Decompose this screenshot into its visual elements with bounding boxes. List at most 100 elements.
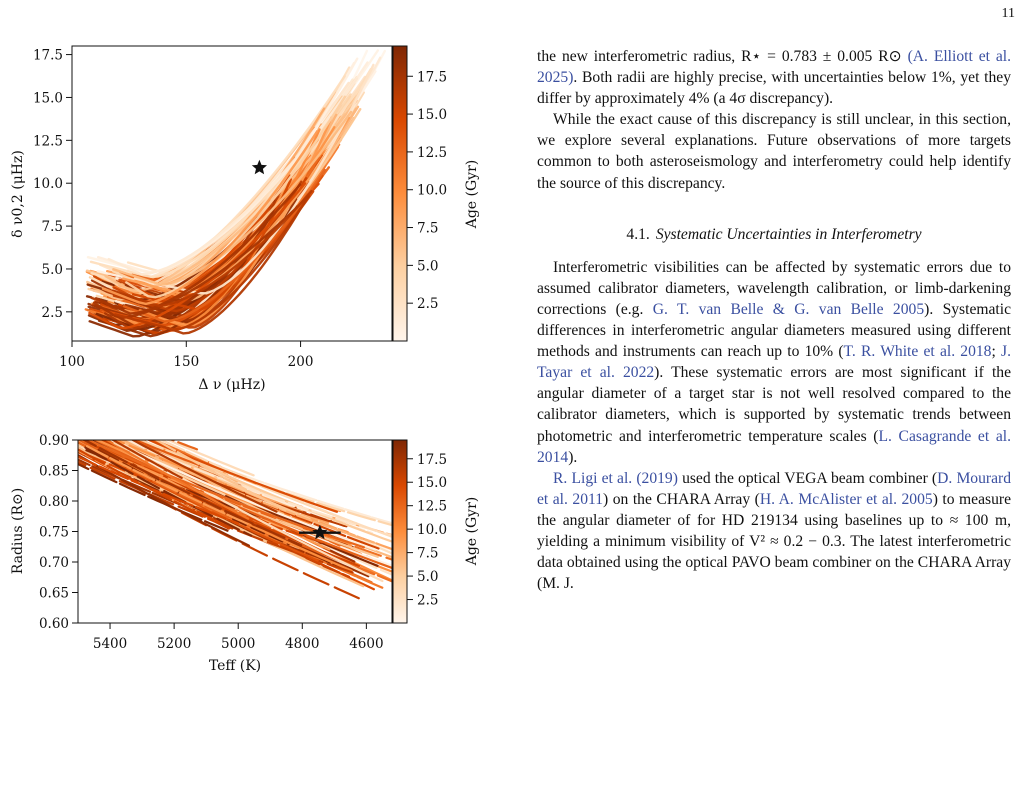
top-colorbar-ticks: 2.5 5.0 7.5 10.0 12.5 15.0 17.5 xyxy=(407,69,447,312)
y-tick-label: 2.5 xyxy=(42,305,63,321)
top-colorbar-label: Age (Gyr) xyxy=(464,160,480,230)
citation-link[interactable]: J. Tayar et al. 2022 xyxy=(537,343,1011,382)
x-tick-label: 5200 xyxy=(157,636,191,652)
track-curve xyxy=(154,440,287,512)
colorbar-tick-label: 12.5 xyxy=(417,499,447,515)
bottom-colorbar xyxy=(392,439,408,624)
paragraph-systematics: Interferometric visibilities can be affe… xyxy=(537,257,1011,468)
text-run: ). xyxy=(568,448,578,466)
x-tick-label: 5400 xyxy=(93,636,127,652)
text-run: Interferometric visibilities can be affe… xyxy=(537,258,1011,318)
track-curve xyxy=(84,446,253,537)
track-curve xyxy=(105,440,250,520)
text-run: ) on the CHARA Array ( xyxy=(603,490,760,508)
y-tick-label: 5.0 xyxy=(42,262,63,278)
y-tick-label: 7.5 xyxy=(42,219,63,235)
top-plot-frame xyxy=(71,45,393,342)
text-run: ; xyxy=(991,343,1002,361)
top-colorbar xyxy=(392,45,408,342)
y-tick-label: 0.80 xyxy=(39,494,69,510)
y-tick-label: 0.70 xyxy=(39,555,69,571)
colorbar-tick-label: 5.0 xyxy=(417,569,438,585)
bottom-y-ticks: 0.60 0.65 0.70 0.75 0.80 0.85 0.90 xyxy=(39,433,78,632)
text-run: While the exact cause of this discrepanc… xyxy=(537,111,1011,192)
colorbar-tick-label: 17.5 xyxy=(417,452,447,468)
bottom-y-axis-label: Radius (R⊙) xyxy=(10,488,26,575)
y-tick-label: 12.5 xyxy=(33,133,63,149)
track-curve xyxy=(132,440,215,472)
bottom-track-curves xyxy=(78,440,392,600)
y-tick-label: 10.0 xyxy=(33,176,63,192)
colorbar-tick-label: 7.5 xyxy=(417,546,438,562)
star-marker xyxy=(312,524,328,540)
y-tick-label: 0.85 xyxy=(39,464,69,480)
colorbar-tick-label: 7.5 xyxy=(417,221,438,237)
x-tick-label: 4600 xyxy=(349,636,383,652)
bottom-x-axis-label: Teff (K) xyxy=(209,658,261,674)
track-curve xyxy=(92,195,309,320)
track-curve xyxy=(78,449,331,546)
track-curve xyxy=(78,455,240,525)
section-heading: 4.1. Systematic Uncertainties in Interfer… xyxy=(537,224,1011,245)
track-curve xyxy=(112,110,353,286)
bottom-colorbar-ticks: 2.5 5.0 7.5 10.0 12.5 15.0 17.5 xyxy=(407,452,447,609)
y-tick-label: 0.65 xyxy=(39,586,69,602)
track-curve xyxy=(111,189,313,308)
colorbar-tick-label: 10.0 xyxy=(417,522,447,538)
track-curve xyxy=(169,440,199,451)
track-curve xyxy=(165,440,255,477)
citation-link[interactable]: H. A. McAlister et al. 2005 xyxy=(759,490,933,508)
text-column: the new interferometric radius, R⋆ = 0.7… xyxy=(537,46,1011,594)
colorbar-tick-label: 10.0 xyxy=(417,183,447,199)
y-tick-label: 15.0 xyxy=(33,90,63,106)
x-tick-label: 5000 xyxy=(221,636,255,652)
section-title: Systematic Uncertainties in Interferomet… xyxy=(655,225,922,243)
track-curve xyxy=(122,168,326,323)
x-tick-label: 4800 xyxy=(285,636,319,652)
bottom-colorbar-label: Age (Gyr) xyxy=(464,497,480,567)
colorbar-tick-label: 15.0 xyxy=(417,475,447,491)
x-tick-label: 150 xyxy=(173,354,199,370)
page-number: 11 xyxy=(1001,6,1015,21)
track-curve xyxy=(85,445,249,525)
bottom-star-marker xyxy=(299,524,341,540)
top-y-ticks: 2.5 5.0 7.5 10.0 12.5 15.0 17.5 xyxy=(33,48,72,321)
y-tick-label: 17.5 xyxy=(33,48,63,64)
track-curve xyxy=(78,462,229,532)
citation-link[interactable]: R. Ligi et al. (2019) xyxy=(553,469,678,487)
paragraph-vega: R. Ligi et al. (2019) used the optical V… xyxy=(537,468,1011,595)
colorbar-tick-label: 15.0 xyxy=(417,107,447,123)
top-y-axis-label: δ ν0,2 (μHz) xyxy=(10,150,26,238)
bottom-panel: 0.60 0.65 0.70 0.75 0.80 0.85 0.90 5400 5200 500… xyxy=(10,433,480,674)
track-curve xyxy=(82,440,303,547)
citation-link[interactable]: D. Mourard et al. 2011 xyxy=(537,469,1012,508)
y-tick-label: 0.75 xyxy=(39,525,69,541)
citation-link[interactable]: (A. Elliott et al. 2025) xyxy=(537,48,1011,87)
figure: 2.5 5.0 7.5 10.0 12.5 15.0 17.5 100 150 200 Δ ν … xyxy=(10,45,480,674)
citation-link[interactable]: T. R. White et al. 2018 xyxy=(843,343,992,361)
x-tick-label: 200 xyxy=(288,354,314,370)
track-curve xyxy=(110,440,183,479)
colorbar-tick-label: 12.5 xyxy=(417,145,447,161)
top-panel: 2.5 5.0 7.5 10.0 12.5 15.0 17.5 100 150 200 Δ ν … xyxy=(10,45,480,393)
track-curve xyxy=(130,440,278,513)
top-x-ticks: 100 150 200 xyxy=(59,341,313,370)
section-number: 4.1. xyxy=(626,225,650,243)
bottom-x-ticks: 5400 5200 5000 4800 4600 xyxy=(93,623,384,652)
colorbar-tick-label: 2.5 xyxy=(417,296,438,312)
top-track-curves xyxy=(84,49,386,338)
colorbar-tick-label: 5.0 xyxy=(417,258,438,274)
paragraph-radius: the new interferometric radius, R⋆ = 0.7… xyxy=(537,46,1011,109)
text-run: ). These systematic errors are most sign… xyxy=(537,364,1011,445)
paragraph-discrepancy: While the exact cause of this discrepanc… xyxy=(537,109,1011,193)
track-curve xyxy=(94,183,302,315)
text-run: used the optical VEGA beam combiner ( xyxy=(677,469,938,487)
colorbar-tick-label: 17.5 xyxy=(417,69,447,85)
star-marker xyxy=(251,159,267,175)
track-curve xyxy=(125,95,347,299)
citation-link[interactable]: L. Casagrande et al. 2014 xyxy=(537,427,1011,466)
y-tick-label: 0.60 xyxy=(39,616,69,632)
citation-link[interactable]: G. T. van Belle & G. van Belle 2005 xyxy=(652,300,925,318)
track-curve xyxy=(113,194,311,331)
text-run: ). Systematic differences in interferome… xyxy=(537,300,1012,361)
